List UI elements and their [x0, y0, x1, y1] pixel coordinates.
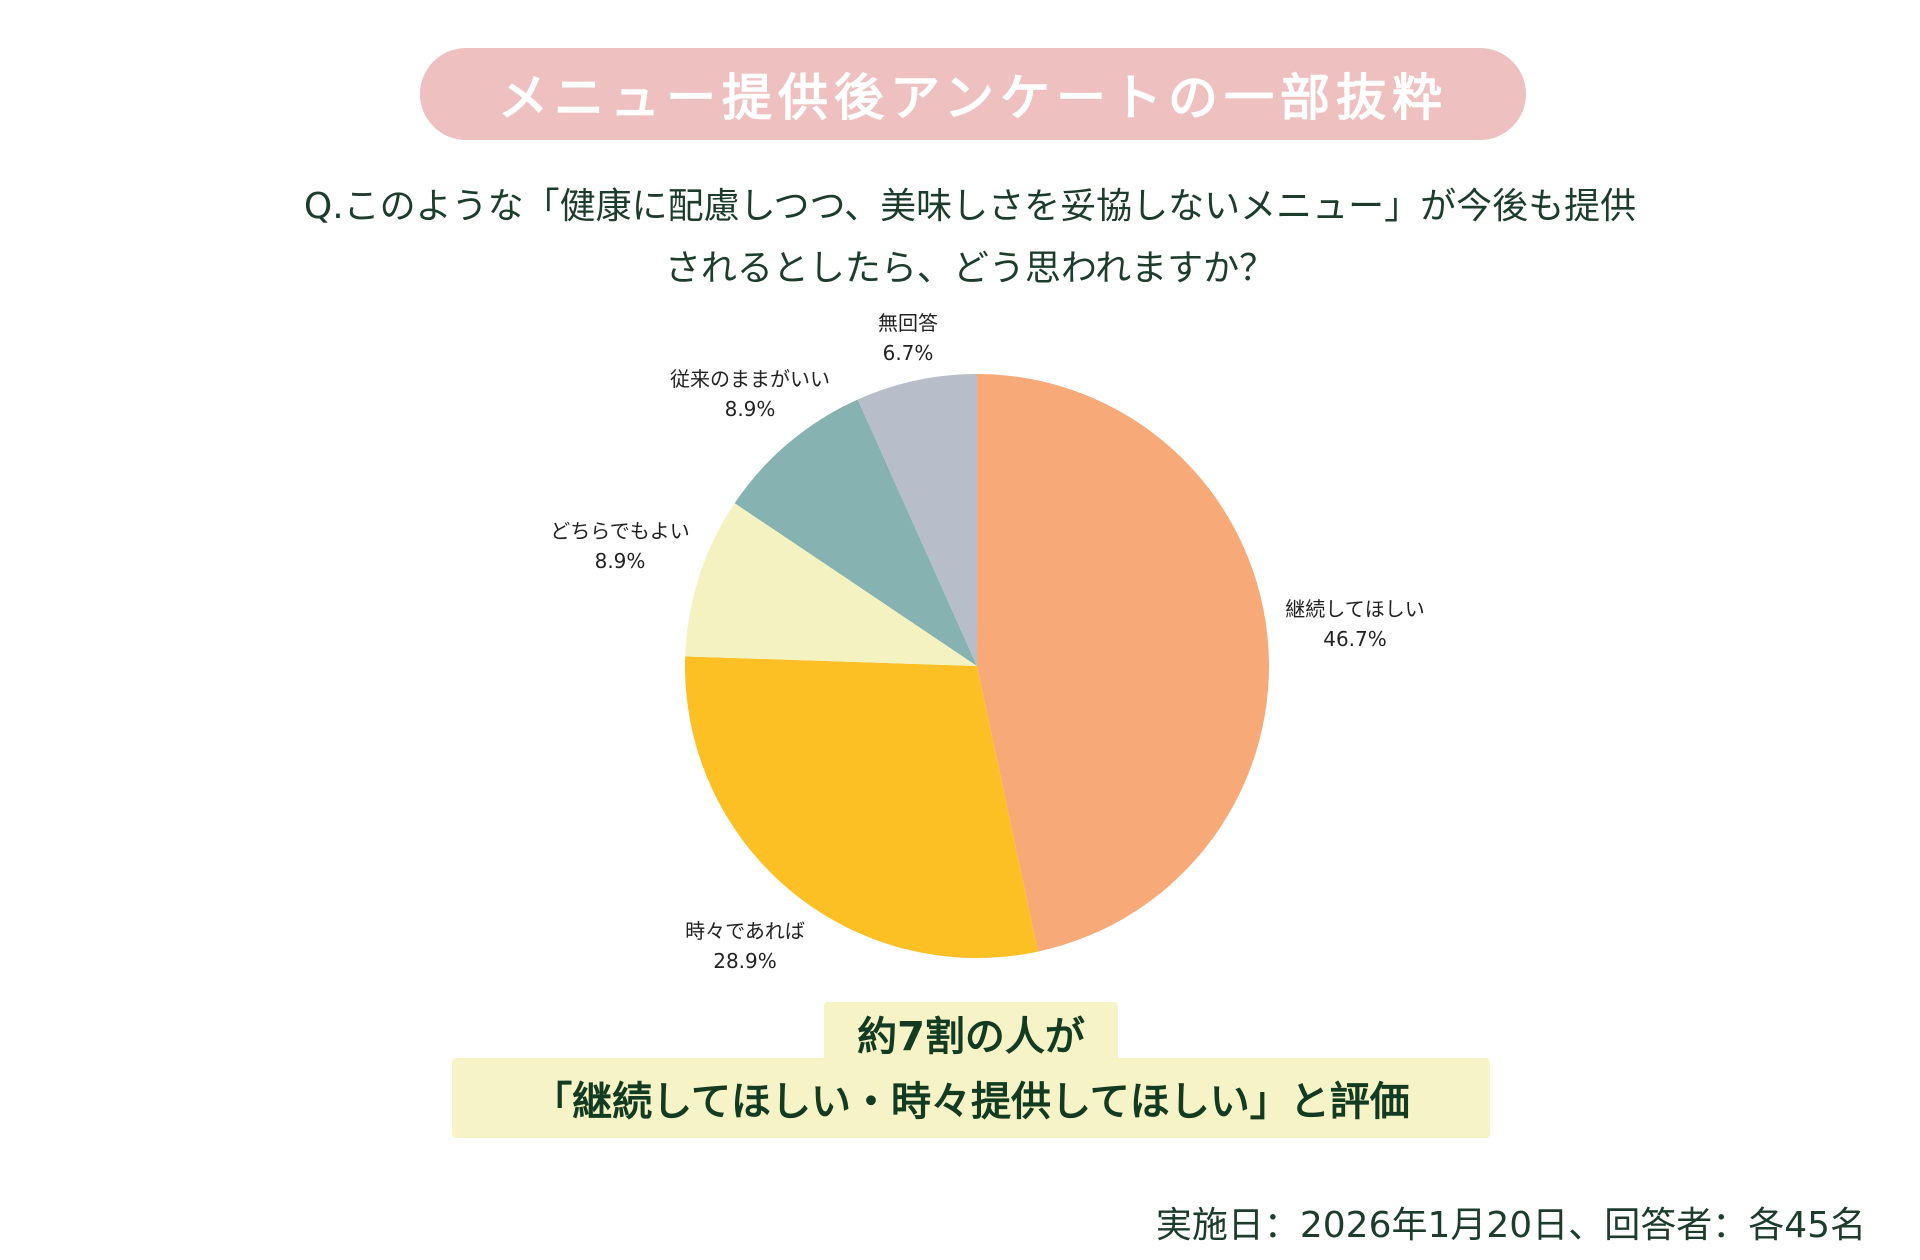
survey-question: Q.このような「健康に配慮しつつ、美味しさを妥協しないメニュー」が今後も提供 さ… — [160, 176, 1780, 300]
highlight-line-1: 約7割の人が — [824, 1002, 1118, 1064]
slice-percent-label: 8.9% — [595, 549, 646, 573]
pie-slice — [685, 503, 977, 666]
pie-slice — [857, 374, 977, 666]
slice-category-label: 継続してほしい — [1285, 597, 1424, 621]
title-banner: メニュー提供後アンケートの一部抜粋 — [420, 48, 1526, 140]
highlight-line-2: 「継続してほしい・時々提供してほしい」と評価 — [452, 1058, 1490, 1138]
slice-category-label: どちらでもよい — [550, 519, 689, 543]
slice-percent-label: 28.9% — [713, 949, 777, 973]
question-line-1: Q.このような「健康に配慮しつつ、美味しさを妥協しないメニュー」が今後も提供 — [303, 186, 1637, 227]
slice-category-label: 無回答 — [878, 311, 938, 335]
survey-footnote: 実施日：2026年1月20日、回答者：各45名 — [1155, 1205, 1866, 1246]
question-line-2: されるとしたら、どう思われますか？ — [664, 248, 1276, 289]
pie-slice — [977, 374, 1269, 952]
slice-category-label: 時々であれば — [685, 919, 805, 943]
slice-percent-label: 6.7% — [883, 341, 934, 365]
pie-slice — [684, 656, 1038, 958]
slice-category-label: 従来のままがいい — [670, 367, 830, 391]
slice-percent-label: 46.7% — [1323, 627, 1387, 651]
pie-slice — [734, 399, 977, 666]
slice-percent-label: 8.9% — [725, 397, 776, 421]
page-title: メニュー提供後アンケートの一部抜粋 — [498, 69, 1448, 127]
